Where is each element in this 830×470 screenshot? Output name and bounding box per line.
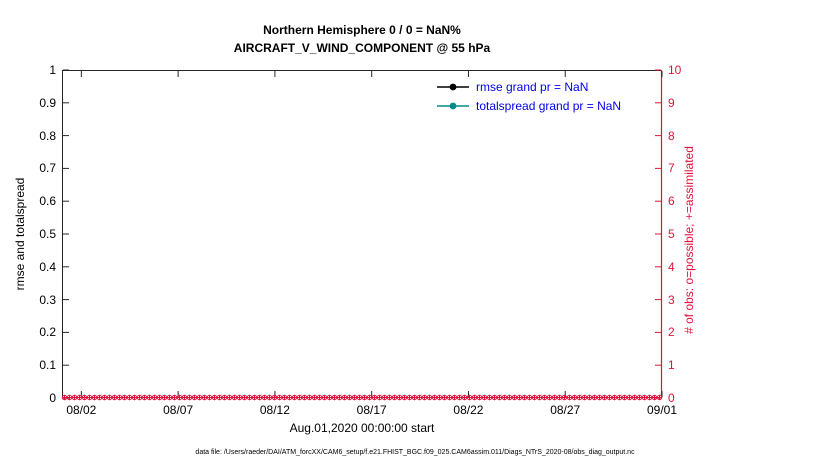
y-tick-label-left: 0.5 (39, 227, 56, 241)
y-tick-label-left: 0.4 (39, 259, 56, 274)
y-tick-label-right: 9 (668, 95, 675, 110)
y-tick-label-right: 2 (668, 325, 675, 340)
y-tick-label-right: 3 (668, 292, 675, 307)
y-tick-label-left: 0 (49, 391, 56, 405)
x-tick-label: 08/17 (356, 403, 387, 417)
chart-subtitle: AIRCRAFT_V_WIND_COMPONENT @ 55 hPa (233, 41, 491, 55)
y-tick-label-left: 0.1 (39, 358, 56, 373)
y-tick-label-left: 0.7 (39, 161, 56, 176)
legend-item-rmse: rmse grand pr = NaN (436, 80, 621, 94)
y-tick-label-left: 0.6 (39, 194, 56, 209)
y-tick-label-left: 1 (49, 63, 56, 77)
legend-label-totalspread: totalspread grand pr = NaN (476, 99, 622, 113)
plot-area (61, 69, 663, 401)
data-file-footer: data file: /Users/raeder/DAI/ATM_forcXX/… (195, 449, 635, 456)
x-tick-label: 09/01 (646, 403, 678, 417)
y-tick-label-right: 10 (668, 63, 682, 77)
y-tick-label-left: 0.2 (39, 325, 56, 340)
y-tick-label-right: 4 (668, 259, 675, 274)
y-tick-label-right: 7 (668, 161, 675, 176)
y-tick-label-left: 0.3 (39, 292, 56, 307)
chart-title: Northern Hemisphere 0 / 0 = NaN% (263, 23, 461, 37)
x-tick-label: 08/27 (550, 403, 581, 417)
y-tick-label-right: 1 (668, 358, 675, 373)
y-tick-label-right: 5 (668, 227, 675, 241)
legend-item-totalspread: totalspread grand pr = NaN (436, 99, 621, 113)
legend: rmse grand pr = NaN totalspread grand pr… (436, 80, 622, 113)
x-tick-label: 08/12 (259, 403, 290, 417)
y-tick-label-right: 8 (668, 128, 675, 143)
y-tick-label-right: 0 (668, 391, 675, 405)
y-tick-label-left: 0.9 (39, 95, 56, 110)
legend-label-rmse: rmse grand pr = NaN (476, 80, 589, 94)
x-tick-label: 08/22 (453, 403, 484, 417)
totalspread-line-swatch-icon (437, 102, 469, 110)
x-tick-label: 08/02 (66, 403, 97, 417)
y-tick-label-right: 6 (668, 194, 675, 209)
rmse-line-swatch-icon (437, 83, 469, 91)
y-tick-label-left: 0.8 (39, 128, 56, 143)
x-tick-label: 08/07 (163, 403, 194, 417)
x-axis-label: Aug.01,2020 00:00:00 start (289, 421, 435, 435)
